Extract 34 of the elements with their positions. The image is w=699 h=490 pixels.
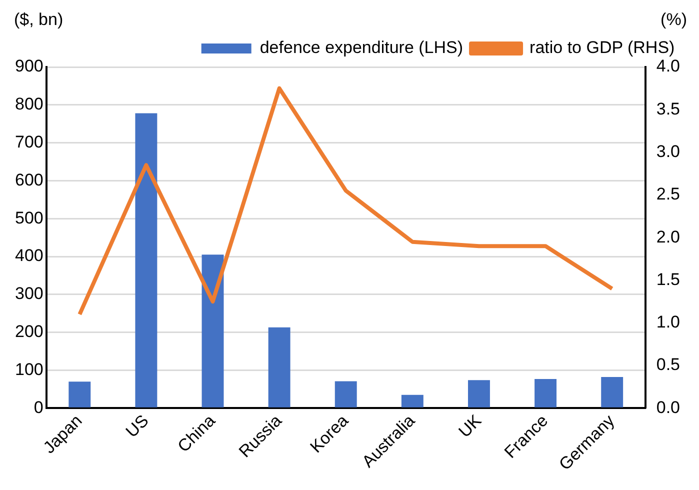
bar bbox=[135, 113, 158, 408]
x-tick-label: US bbox=[122, 411, 152, 442]
x-tick-label: UK bbox=[454, 410, 486, 442]
bar bbox=[334, 381, 357, 408]
bar bbox=[68, 382, 91, 408]
y-tick-label: 800 bbox=[14, 94, 44, 114]
y-tick-label: 700 bbox=[14, 132, 44, 152]
y-tick-label: 900 bbox=[14, 56, 44, 76]
y-tick-label: 300 bbox=[14, 284, 44, 304]
legend-label: defence expenditure (LHS) bbox=[260, 38, 464, 58]
y2-tick-label: 4.0 bbox=[656, 56, 680, 76]
bar bbox=[468, 380, 490, 408]
bar bbox=[268, 327, 290, 408]
y2-tick-label: 0.5 bbox=[656, 355, 680, 374]
y2-tick-label: 2.0 bbox=[656, 227, 680, 246]
legend-label: ratio to GDP (RHS) bbox=[530, 38, 675, 58]
y-tick-label: 600 bbox=[14, 170, 44, 190]
y2-tick-label: 1.0 bbox=[656, 312, 680, 332]
y-tick-label: 200 bbox=[14, 322, 44, 342]
y-axis-title: ($, bn) bbox=[14, 10, 64, 30]
y2-tick-label: 3.0 bbox=[656, 142, 680, 161]
y2-tick-label: 2.5 bbox=[656, 184, 680, 204]
y-tick-label: 400 bbox=[14, 246, 44, 266]
y2-tick-label: 0.0 bbox=[656, 398, 680, 417]
bar bbox=[601, 377, 624, 408]
bar bbox=[401, 394, 424, 408]
bar bbox=[202, 254, 224, 408]
bar bbox=[534, 378, 557, 408]
y2-axis-title: (%) bbox=[660, 10, 687, 30]
y-tick-label: 500 bbox=[14, 208, 44, 228]
y2-tick-label: 3.5 bbox=[656, 99, 680, 118]
y-tick-label: 0 bbox=[34, 398, 44, 417]
y2-tick-label: 1.5 bbox=[656, 270, 680, 289]
y-tick-label: 100 bbox=[14, 360, 44, 379]
